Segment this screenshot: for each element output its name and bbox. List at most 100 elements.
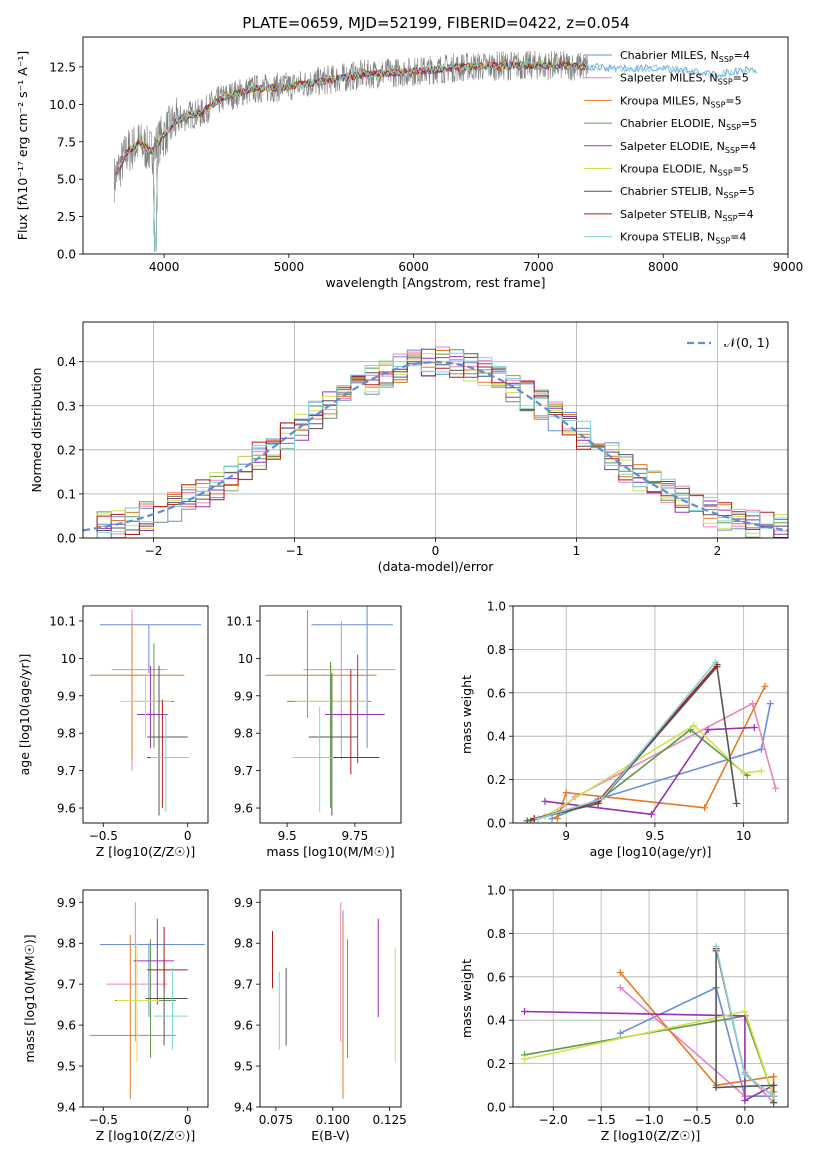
mw-vs-age-point-marker — [711, 658, 719, 666]
mw-vs-age-point-marker — [766, 700, 774, 708]
spectrum-marks — [113, 50, 757, 252]
age-vs-Z-ytick-label: 10.1 — [49, 614, 76, 628]
age-vs-Z-xtick-label: 0 — [184, 829, 192, 843]
spectrum-ytick-label: 5.0 — [57, 173, 76, 187]
mw-vs-Z-xtick-label: −2.0 — [539, 1113, 568, 1127]
age-vs-mass-marks — [265, 606, 396, 816]
mw-vs-Z-frame — [512, 889, 789, 1108]
mass-vs-Z-ytick-label: 9.5 — [57, 1060, 76, 1074]
mw-vs-Z-xtick-label: −0.5 — [682, 1113, 711, 1127]
mw-vs-Z-point-marker — [712, 1083, 720, 1091]
residuals-histogram-step — [83, 352, 788, 538]
spectrum-ytick-label: 10.0 — [49, 98, 76, 112]
mw-vs-age-axes: 9 9.5 10 0.0 0.2 0.4 0.6 0.8 1.0 age [log10(age/y… — [459, 600, 789, 859]
age-vs-Z-xlabel: Z [log10(Z/Z☉)] — [96, 844, 196, 859]
spectrum-xtick-label: 8000 — [648, 260, 679, 274]
spectrum-data-line — [113, 50, 589, 204]
mw-vs-Z-point-marker — [741, 1096, 749, 1104]
mass-vs-ebv-ytick-label: 9.8 — [234, 937, 253, 951]
mw-vs-Z-point-marker — [741, 1070, 749, 1078]
spectrum-plot: 4000 5000 6000 7000 8000 9000 0.0 2.5 5.0 7.5 10.0… — [15, 36, 804, 290]
spectrum-ylabel: Flux [fλ10⁻¹⁷ erg cm⁻² s⁻¹ A⁻¹] — [15, 51, 30, 240]
mw-vs-age-series-line — [534, 664, 718, 820]
residuals-axes: −2 −1 0 1 2 0.0 0.1 0.2 0.3 0.4 (data-model)/error… — [29, 321, 789, 574]
residuals-plot: −2 −1 0 1 2 0.0 0.1 0.2 0.3 0.4 (data-model)/error… — [29, 321, 789, 574]
mw-vs-age-point-marker — [740, 769, 748, 777]
mw-vs-Z-marks — [520, 942, 778, 1107]
legend-value: =4 — [730, 231, 746, 244]
mw-vs-age-ytick-label: 1.0 — [487, 600, 506, 614]
age-vs-Z-frame — [82, 605, 209, 824]
age-vs-mass-xlabel: mass [log10(M/M☉)] — [266, 844, 394, 859]
age-vs-Z-ylabel: age [log10(age/yr)] — [17, 654, 32, 776]
mw-vs-Z-point-marker — [616, 968, 624, 976]
spectrum-model-line — [113, 60, 757, 252]
residuals-xtick-label: 2 — [714, 544, 722, 558]
mw-vs-age-point-marker — [749, 700, 757, 708]
spectrum-ytick-label: 2.5 — [57, 210, 76, 224]
mass-vs-ebv-plot: 0.075 0.100 0.125 9.4 9.5 9.6 9.7 9.8 9.9 E(B-V) — [234, 889, 407, 1143]
mw-vs-age-series-line — [527, 664, 738, 822]
mw-vs-age-frame — [512, 605, 789, 824]
residuals-xtick-label: −1 — [286, 544, 304, 558]
age-vs-mass-ytick-label: 9.8 — [234, 727, 253, 741]
mw-vs-age-point-marker — [541, 797, 549, 805]
residuals-histogram-step — [83, 348, 788, 538]
mass-vs-ebv-frame — [259, 889, 402, 1108]
age-vs-Z-ytick-label: 9.8 — [57, 727, 76, 741]
mass-vs-Z-ytick-label: 9.7 — [57, 978, 76, 992]
mw-vs-Z-point-marker — [770, 1099, 778, 1107]
figure-title: PLATE=0659, MJD=52199, FIBERID=0422, z=0… — [242, 14, 629, 32]
mass-vs-Z-plot: −0.5 0 9.4 9.5 9.6 9.7 9.8 9.9 Z [log10(Z/Z☉)] ma… — [22, 889, 209, 1143]
age-vs-Z-ytick-label: 9.7 — [57, 764, 76, 778]
mw-vs-Z-ytick-label: 1.0 — [487, 884, 506, 898]
mw-vs-age-series-line — [544, 724, 762, 818]
mw-vs-Z-point-marker — [616, 984, 624, 992]
mw-vs-Z-series-line — [619, 986, 774, 1097]
mass-vs-ebv-ytick-label: 9.9 — [234, 896, 253, 910]
residuals-xtick-label: −2 — [145, 544, 163, 558]
mw-vs-age-point-marker — [733, 799, 741, 807]
legend-value: =4 — [740, 140, 756, 153]
spectrum-legend-label: Kroupa ELODIE, NSSP=5 — [620, 163, 749, 178]
residuals-marks — [83, 346, 788, 538]
spectrum-xtick-label: 5000 — [274, 260, 305, 274]
legend-subscript: SSP — [718, 169, 733, 178]
mw-vs-age-point-marker — [757, 745, 765, 753]
age-vs-mass-xtick-label: 9.5 — [278, 829, 297, 843]
mw-vs-age-point-marker — [761, 682, 769, 690]
spectrum-legend-label: Salpeter ELODIE, NSSP=4 — [620, 140, 756, 155]
mass-vs-Z-xtick-label: 0 — [184, 1113, 192, 1127]
mw-vs-Z-point-marker — [712, 942, 720, 950]
legend-value: =4 — [734, 49, 750, 62]
mw-vs-age-xlabel: age [log10(age/yr)] — [590, 844, 712, 859]
age-vs-Z-xtick-label: −0.5 — [89, 829, 118, 843]
spectrum-xtick-label: 7000 — [523, 260, 554, 274]
mass-vs-Z-xtick-label: −0.5 — [89, 1113, 118, 1127]
residuals-xlabel: (data-model)/error — [378, 559, 495, 574]
age-vs-Z-plot: −0.5 0 9.6 9.7 9.8 9.9 10 10.1 Z [log10(Z/Z☉)] ag… — [17, 605, 209, 859]
spectrum-xtick-label: 9000 — [773, 260, 804, 274]
mass-vs-ebv-axes: 0.075 0.100 0.125 9.4 9.5 9.6 9.7 9.8 9.9 E(B-V) — [234, 889, 407, 1143]
mass-vs-Z-ytick-label: 9.8 — [57, 937, 76, 951]
mw-vs-age-point-marker — [534, 815, 542, 823]
age-vs-Z-ytick-label: 9.6 — [57, 802, 76, 816]
mw-vs-age-ylabel: mass weight — [459, 675, 474, 754]
age-vs-mass-ytick-label: 9.6 — [234, 802, 253, 816]
legend-value: =5 — [741, 117, 757, 130]
residuals-legend-label: 𝒩(0, 1) — [724, 335, 770, 350]
mw-vs-age-marks — [523, 658, 780, 823]
spectrum-xtick-label: 4000 — [149, 260, 180, 274]
legend-subscript: SSP — [710, 100, 725, 109]
mass-vs-Z-frame — [82, 889, 209, 1108]
age-vs-mass-frame — [259, 605, 402, 824]
age-vs-mass-xtick-label: 9.75 — [342, 829, 369, 843]
mass-vs-Z-ytick-label: 9.6 — [57, 1019, 76, 1033]
mass-vs-ebv-ytick-label: 9.5 — [234, 1060, 253, 1074]
spectrum-ytick-label: 12.5 — [49, 60, 76, 74]
spectrum-axes: 4000 5000 6000 7000 8000 9000 0.0 2.5 5.0 7.5 10.0… — [15, 36, 804, 290]
mw-vs-age-point-marker — [598, 795, 606, 803]
mw-vs-age-point-marker — [701, 804, 709, 812]
mw-vs-age-point-marker — [690, 721, 698, 729]
